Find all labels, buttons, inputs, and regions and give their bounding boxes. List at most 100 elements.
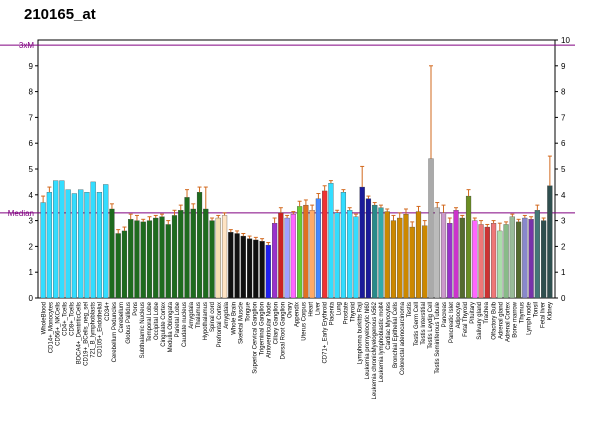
bar	[215, 217, 221, 299]
ref-label-3xm: 3xM	[19, 41, 34, 50]
bar	[96, 192, 103, 299]
bar	[497, 230, 503, 299]
x-tick-label: Lung	[337, 302, 343, 315]
bar	[78, 189, 84, 299]
y-tick-label-left: 7	[29, 113, 34, 122]
x-tick-label: Testis Interstitial	[421, 302, 427, 345]
bar	[547, 185, 553, 299]
x-tick-label: Pancreatic Islet	[449, 302, 455, 343]
bar	[440, 212, 447, 299]
bar	[228, 232, 234, 299]
bar	[403, 213, 409, 299]
x-tick-label: Cingulate Cortex	[161, 302, 167, 347]
bar	[65, 189, 71, 299]
bar	[59, 180, 65, 299]
y-tick-label-left: 3	[29, 217, 34, 226]
x-tick-label: Subthalamic Nucleus	[140, 302, 146, 358]
x-tick-label: Temporal Lobe	[147, 301, 153, 341]
x-tick-label: Prefrontal Cortex	[217, 302, 223, 347]
y-axis-right: 0 1 2 3 4 5 6 7 8 9 10	[555, 36, 570, 303]
x-axis-labels: WholeBlood CD14+_Monocytes CD56+_NKCells CD…	[42, 301, 554, 399]
bar	[528, 219, 534, 299]
x-tick-label: Ovary	[287, 302, 293, 318]
bar	[347, 210, 353, 299]
x-tick-label: CD34+	[105, 302, 111, 321]
bar	[240, 235, 246, 299]
y-tick-label-right: 10	[561, 36, 570, 45]
ref-label-median: Median	[8, 209, 34, 218]
plot-border	[37, 39, 556, 299]
bar	[415, 211, 422, 299]
x-tick-label: Colorectal adenocarcinoma	[400, 301, 406, 375]
bar	[140, 221, 146, 299]
bar	[115, 233, 121, 299]
x-tick-label: Leukemia chronicMyelogenous k562	[372, 301, 378, 399]
x-tick-label: Cerebellum	[119, 302, 125, 333]
bar	[516, 221, 522, 299]
bar	[109, 208, 115, 299]
x-tick-label: Adrenal gland	[498, 302, 504, 339]
x-tick-label: Testis Leydig Cell	[428, 302, 434, 349]
x-tick-label: CD14+_Monocytes	[49, 302, 55, 353]
bar	[259, 241, 265, 299]
bar	[290, 213, 296, 299]
bar	[53, 180, 59, 299]
bar	[121, 230, 128, 299]
x-tick-label: Prostate	[344, 301, 350, 324]
x-tick-label: Thyroid	[351, 302, 357, 322]
bar	[534, 210, 540, 299]
bar	[309, 210, 315, 299]
x-tick-label: Skeletal Muscle	[238, 301, 244, 344]
x-tick-label: Occipital Lobe	[154, 301, 160, 340]
x-tick-label: Kidney	[547, 302, 553, 320]
bar	[340, 192, 347, 299]
bar	[359, 186, 365, 299]
y-tick-label-right: 1	[561, 268, 566, 277]
x-tick-label: Tonsil	[533, 302, 539, 317]
x-tick-label: Appendix	[295, 302, 301, 327]
bar	[334, 212, 340, 299]
bar	[165, 224, 171, 299]
y-tick-label-right: 4	[561, 191, 566, 200]
x-tick-label: Adrenal Cortex	[505, 302, 511, 342]
x-tick-label: Superior Cervical Ganglion	[252, 302, 258, 374]
x-tick-label: Thalamus	[196, 302, 202, 328]
y-axis-left: 0 1 2 3 4 5 6 7 8 9	[29, 62, 38, 303]
bar	[284, 217, 290, 299]
x-tick-label: Lymph node	[526, 301, 532, 334]
chart-title: 210165_at	[24, 6, 96, 23]
x-tick-label: Cerebellum Peduncles	[112, 302, 118, 362]
x-tick-label: Leukemia promyelocytic hl60	[365, 301, 371, 379]
x-tick-label: Caudate nucleus	[182, 302, 188, 347]
bar	[278, 212, 284, 299]
x-tick-label: Tongue	[245, 301, 251, 321]
bar	[490, 223, 497, 299]
error-bars	[41, 65, 552, 246]
bar	[328, 183, 334, 299]
x-tick-label: WholeBlood	[42, 302, 48, 334]
bar	[322, 190, 328, 299]
bar	[84, 192, 90, 299]
bar	[40, 202, 46, 299]
x-tick-label: Lymphoma burkitts Raji	[358, 302, 364, 364]
bars	[40, 158, 553, 299]
bar	[409, 226, 415, 299]
x-tick-label: CD19+_BCells_neg_sel	[84, 302, 90, 366]
y-tick-label-right: 7	[561, 113, 566, 122]
bar	[522, 217, 528, 299]
x-tick-label: CD56+_NKCells	[56, 302, 62, 346]
bar	[90, 181, 96, 299]
bar	[541, 220, 547, 299]
bar	[484, 226, 490, 299]
bar	[134, 220, 140, 299]
x-tick-label: Parietal Lobe	[175, 301, 181, 337]
x-tick-label: Uterus Corpus	[302, 302, 308, 341]
bar	[196, 192, 203, 299]
bar	[459, 217, 465, 299]
x-tick-label: Thymus	[519, 302, 525, 323]
x-tick-label: Olfactory Bulb	[491, 301, 497, 339]
bar	[447, 223, 453, 299]
bar	[297, 206, 303, 299]
x-tick-label: Testis Seminiferous Tubule	[435, 301, 441, 373]
y-tick-label-left: 4	[29, 191, 34, 200]
